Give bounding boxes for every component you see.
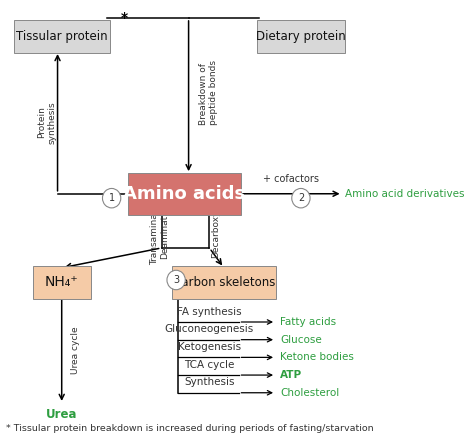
Text: * Tissular protein breakdown is increased during periods of fasting/starvation: * Tissular protein breakdown is increase… (6, 424, 373, 433)
Text: ATP: ATP (280, 370, 302, 380)
Text: Tissular protein: Tissular protein (16, 30, 108, 43)
Text: Breakdown of
peptide bonds: Breakdown of peptide bonds (199, 60, 219, 125)
Text: Amino acid derivatives: Amino acid derivatives (345, 189, 464, 199)
Text: Synthesis: Synthesis (184, 377, 235, 388)
Circle shape (167, 270, 185, 290)
Text: 2: 2 (298, 193, 304, 203)
Circle shape (102, 188, 121, 208)
Text: Carbon skeletons: Carbon skeletons (173, 276, 275, 289)
Text: 3: 3 (173, 275, 179, 285)
Text: Dietary protein: Dietary protein (256, 30, 346, 43)
Text: Urea: Urea (46, 408, 77, 421)
Text: Protein
synthesis: Protein synthesis (37, 101, 57, 144)
FancyBboxPatch shape (33, 266, 91, 299)
Text: Glucose: Glucose (280, 335, 322, 345)
FancyBboxPatch shape (14, 20, 109, 53)
Circle shape (292, 188, 310, 208)
Text: Gluconeogenesis: Gluconeogenesis (165, 324, 254, 334)
Text: Ketogenesis: Ketogenesis (178, 342, 241, 352)
Text: Amino acids: Amino acids (123, 185, 246, 203)
FancyBboxPatch shape (172, 266, 276, 299)
Text: Ketone bodies: Ketone bodies (280, 352, 354, 362)
Text: NH₄⁺: NH₄⁺ (45, 275, 79, 289)
Text: *: * (120, 11, 128, 25)
Text: Decarboxylation: Decarboxylation (211, 184, 220, 259)
FancyBboxPatch shape (257, 20, 345, 53)
Text: TCA cycle: TCA cycle (184, 360, 235, 370)
Text: + cofactors: + cofactors (263, 174, 319, 184)
Text: Urea cycle: Urea cycle (71, 326, 80, 374)
Text: 1: 1 (109, 193, 115, 203)
Text: Fatty acids: Fatty acids (280, 317, 336, 327)
Text: FA synthesis: FA synthesis (177, 307, 242, 317)
FancyBboxPatch shape (128, 173, 241, 215)
Text: Cholesterol: Cholesterol (280, 388, 339, 398)
Text: Transamination
Deamination: Transamination Deamination (150, 196, 169, 265)
